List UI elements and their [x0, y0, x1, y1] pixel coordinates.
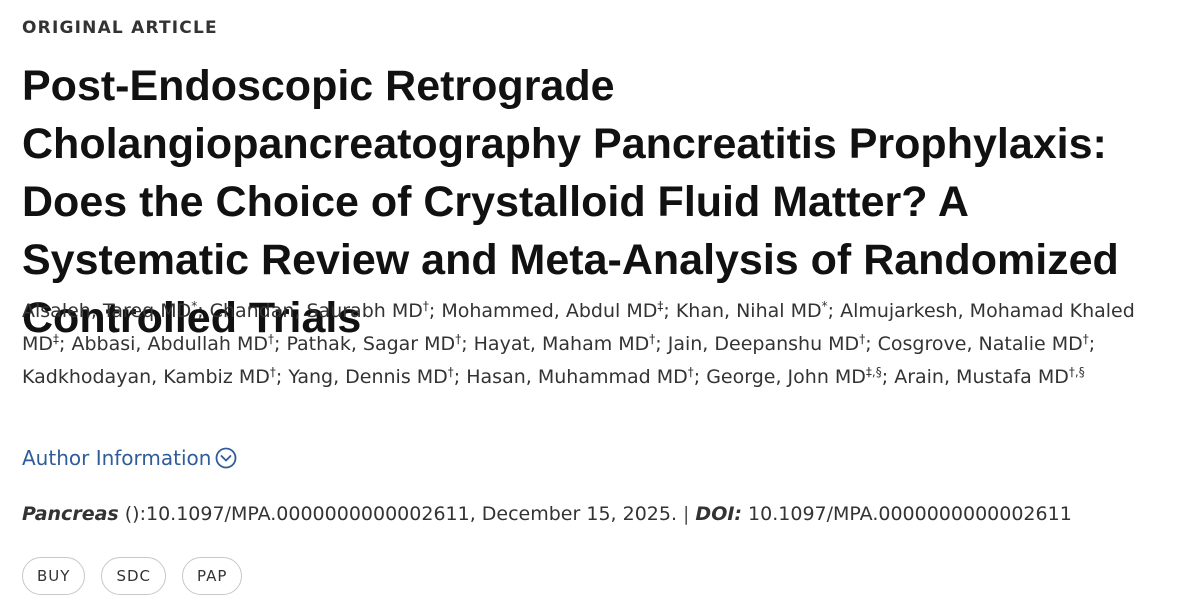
author-affiliation-marks: †	[859, 332, 866, 346]
author-entry[interactable]: Chandan, Saurabh MD†	[210, 300, 429, 322]
author-entry[interactable]: Almujarkesh, Mohamad Khaled MD‡	[22, 300, 1135, 355]
journal-name[interactable]: Pancreas	[22, 503, 119, 525]
author-name: Mohammed, Abdul MD	[441, 300, 658, 322]
doi-value[interactable]: 10.1097/MPA.0000000000002611	[742, 503, 1072, 525]
author-affiliation-marks: ‡,§	[865, 365, 882, 379]
author-entry[interactable]: Arain, Mustafa MD†,§	[894, 366, 1085, 388]
author-name: George, John MD	[706, 366, 866, 388]
author-name: Cosgrove, Natalie MD	[877, 333, 1083, 355]
author-affiliation-marks: †	[447, 365, 454, 379]
chevron-down-circle-icon	[215, 447, 237, 469]
author-name: Abbasi, Abdullah MD	[71, 333, 268, 355]
author-affiliation-marks: †,§	[1068, 365, 1085, 379]
author-information-toggle[interactable]: Author Information	[22, 446, 237, 470]
pap-button[interactable]: PAP	[181, 557, 243, 595]
author-name: Chandan, Saurabh MD	[209, 300, 423, 322]
author-affiliation-marks: †	[422, 299, 429, 313]
author-affiliation-marks: †	[687, 365, 694, 379]
author-name: Hasan, Muhammad MD	[466, 366, 688, 388]
article-type-label: ORIGINAL ARTICLE	[22, 18, 218, 38]
author-name: Arain, Mustafa MD	[894, 366, 1069, 388]
author-name: Almujarkesh, Mohamad Khaled MD	[22, 300, 1135, 355]
author-entry[interactable]: Jain, Deepanshu MD†	[668, 333, 865, 355]
author-affiliation-marks: ‡	[657, 299, 664, 313]
buy-button[interactable]: BUY	[22, 557, 86, 595]
author-affiliation-marks: †	[1082, 332, 1089, 346]
author-entry[interactable]: Hayat, Maham MD†	[474, 333, 656, 355]
author-affiliation-marks: ‡	[53, 332, 60, 346]
author-name: Pathak, Sagar MD	[286, 333, 456, 355]
doi-label: DOI:	[695, 503, 743, 525]
author-affiliation-marks: †	[455, 332, 462, 346]
author-affiliation-marks: *	[821, 299, 828, 313]
author-list: Alsaleh, Tareq MD*; Chandan, Saurabh MD†…	[22, 299, 1135, 388]
citation-separator: |	[683, 503, 690, 525]
author-entry[interactable]: Mohammed, Abdul MD‡	[441, 300, 663, 322]
author-entry[interactable]: Abbasi, Abdullah MD†	[71, 333, 274, 355]
author-affiliation-marks: †	[267, 332, 274, 346]
author-name: Alsaleh, Tareq MD	[22, 300, 192, 322]
author-name: Hayat, Maham MD	[473, 333, 650, 355]
author-entry[interactable]: George, John MD‡,§	[706, 366, 882, 388]
author-name: Kadkhodayan, Kambiz MD	[22, 366, 270, 388]
citation-line: Pancreas ():10.1097/MPA.0000000000002611…	[22, 503, 1072, 525]
author-entry[interactable]: Hasan, Muhammad MD†	[466, 366, 694, 388]
citation-details: ():10.1097/MPA.0000000000002611, Decembe…	[118, 503, 678, 525]
author-name: Jain, Deepanshu MD	[667, 333, 860, 355]
sdc-button[interactable]: SDC	[101, 557, 166, 595]
author-affiliation-marks: *	[191, 299, 198, 313]
author-entry[interactable]: Pathak, Sagar MD†	[286, 333, 461, 355]
article-actions: BUY SDC PAP	[22, 557, 243, 595]
author-name: Khan, Nihal MD	[675, 300, 822, 322]
author-affiliation-marks: †	[649, 332, 656, 346]
author-entry[interactable]: Khan, Nihal MD*	[676, 300, 828, 322]
author-information-label: Author Information	[22, 446, 212, 470]
author-name: Yang, Dennis MD	[288, 366, 448, 388]
author-affiliation-marks: †	[269, 365, 276, 379]
article-title: Post-Endoscopic Retrograde Cholangiopanc…	[22, 62, 1119, 342]
author-entry[interactable]: Alsaleh, Tareq MD*	[22, 300, 197, 322]
author-entry[interactable]: Cosgrove, Natalie MD†	[878, 333, 1089, 355]
author-entry[interactable]: Kadkhodayan, Kambiz MD†	[22, 366, 276, 388]
author-entry[interactable]: Yang, Dennis MD†	[288, 366, 453, 388]
